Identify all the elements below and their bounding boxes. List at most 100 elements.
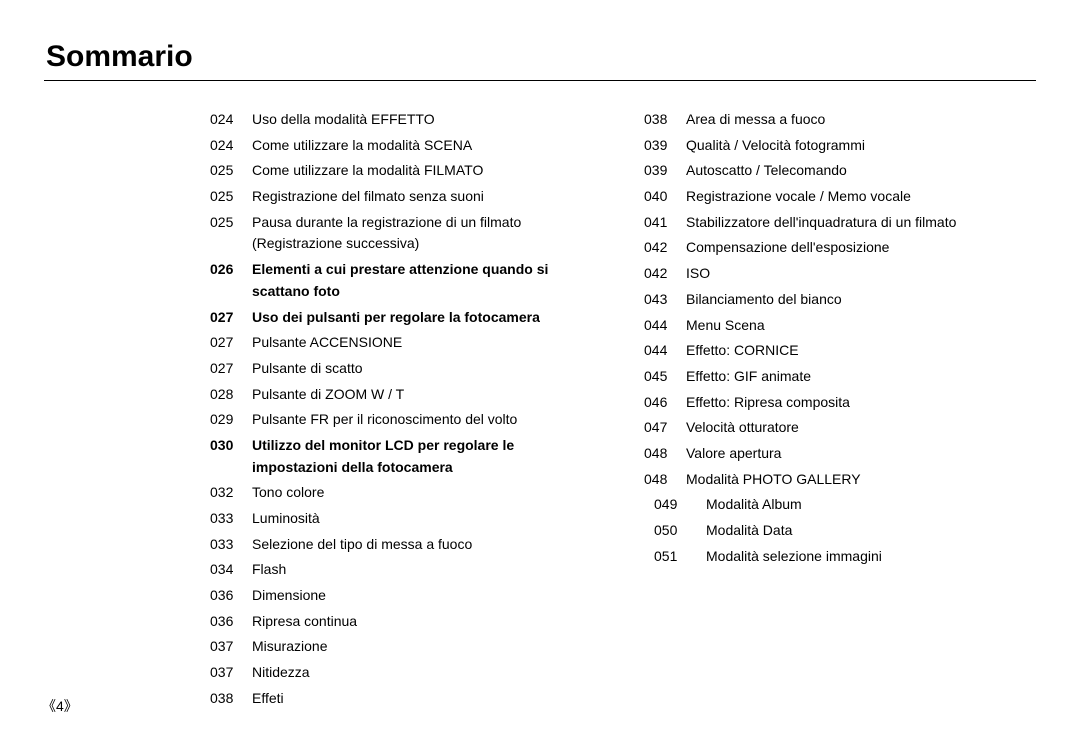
toc-entry: 048Valore apertura <box>644 443 1036 465</box>
toc-entry-text: Dimensione <box>252 585 602 607</box>
toc-entry-text: Utilizzo del monitor LCD per regolare le… <box>252 435 602 478</box>
toc-entry: 033 Luminosità <box>210 508 602 530</box>
toc-entry-text: Come utilizzare la modalità SCENA <box>252 135 602 157</box>
toc-entry: 027 Pulsante di scatto <box>210 358 602 380</box>
toc-entry: 025 Come utilizzare la modalità FILMATO <box>210 160 602 182</box>
toc-page-number: 025 <box>210 160 238 182</box>
toc-page-number: 028 <box>210 384 238 406</box>
toc-entry-text: Valore apertura <box>686 443 1036 465</box>
toc-page-number: 027 <box>210 332 238 354</box>
toc-entry-text: Luminosità <box>252 508 602 530</box>
toc-entry: 026 Elementi a cui prestare attenzione qu… <box>210 259 602 302</box>
toc-entry-text: Area di messa a fuoco <box>686 109 1036 131</box>
toc-entry-text: Ripresa continua <box>252 611 602 633</box>
toc-entry: 030 Utilizzo del monitor LCD per regolare… <box>210 435 602 478</box>
toc-page-number: 024 <box>210 135 238 157</box>
toc-page-number: 043 <box>644 289 672 311</box>
toc-entry: 050 Modalità Data <box>644 520 1036 542</box>
toc-entry-text: ISO <box>686 263 1036 285</box>
toc-entry-text: Stabilizzatore dell'inquadratura di un f… <box>686 212 1036 234</box>
toc-page-number: 034 <box>210 559 238 581</box>
toc-page-number: 030 <box>210 435 238 478</box>
toc-entry: 042 Compensazione dell'esposizione <box>644 237 1036 259</box>
toc-entry: 034 Flash <box>210 559 602 581</box>
toc-entry: 039 Autoscatto / Telecomando <box>644 160 1036 182</box>
page: Sommario 024Uso della modalità EFFETTO02… <box>0 0 1080 746</box>
toc-entry-text: Qualità / Velocità fotogrammi <box>686 135 1036 157</box>
toc-page-number: 051 <box>644 546 692 568</box>
toc-page-number: 048 <box>644 469 672 491</box>
toc-page-number: 039 <box>644 135 672 157</box>
toc-entry-text: Elementi a cui prestare attenzione quand… <box>252 259 602 302</box>
toc-entry: 039 Qualità / Velocità fotogrammi <box>644 135 1036 157</box>
toc-page-number: 047 <box>644 417 672 439</box>
toc-entry: 041 Stabilizzatore dell'inquadratura di u… <box>644 212 1036 234</box>
toc-entry: 051 Modalità selezione immagini <box>644 546 1036 568</box>
toc-page-number: 025 <box>210 212 238 255</box>
toc-entry-text: Pulsante FR per il riconoscimento del vo… <box>252 409 602 431</box>
toc-entry-text: Pulsante ACCENSIONE <box>252 332 602 354</box>
toc-page-number: 037 <box>210 662 238 684</box>
toc-entry: 024 Come utilizzare la modalità SCENA <box>210 135 602 157</box>
toc-page-number: 029 <box>210 409 238 431</box>
toc-entry-text: Compensazione dell'esposizione <box>686 237 1036 259</box>
page-title: Sommario <box>46 40 1036 74</box>
toc-entry-text: Effetto: GIF animate <box>686 366 1036 388</box>
toc-page-number: 042 <box>644 263 672 285</box>
toc-entry: 044 Menu Scena <box>644 315 1036 337</box>
toc-entry: 046 Effetto: Ripresa composita <box>644 392 1036 414</box>
toc-page-number: 046 <box>644 392 672 414</box>
toc-entry: 027Uso dei pulsanti per regolare la foto… <box>210 307 602 329</box>
toc-page-number: 038 <box>210 688 238 710</box>
toc-entry: 038 Effeti <box>210 688 602 710</box>
toc-page-number: 039 <box>644 160 672 182</box>
toc-entry-text: Nitidezza <box>252 662 602 684</box>
toc-page-number: 027 <box>210 358 238 380</box>
toc-entry-text: Autoscatto / Telecomando <box>686 160 1036 182</box>
toc-entry: 037Misurazione <box>210 636 602 658</box>
toc-entry-text: Pulsante di scatto <box>252 358 602 380</box>
toc-entry-text: Tono colore <box>252 482 602 504</box>
toc-entry-text: Come utilizzare la modalità FILMATO <box>252 160 602 182</box>
toc-entry-text: Effetto: Ripresa composita <box>686 392 1036 414</box>
toc-page-number: 024 <box>210 109 238 131</box>
toc-entry-text: Modalità selezione immagini <box>706 546 1036 568</box>
toc-entry-text: Pausa durante la registrazione di un fil… <box>252 212 602 255</box>
toc-entry-text: Modalità Data <box>706 520 1036 542</box>
toc-columns: 024Uso della modalità EFFETTO024Come uti… <box>44 109 1036 714</box>
toc-entry-text: Effetto: CORNICE <box>686 340 1036 362</box>
toc-page-number: 032 <box>210 482 238 504</box>
toc-entry-text: Pulsante di ZOOM W / T <box>252 384 602 406</box>
toc-page-number: 036 <box>210 611 238 633</box>
toc-page-number: 038 <box>644 109 672 131</box>
toc-page-number: 045 <box>644 366 672 388</box>
toc-page-number: 037 <box>210 636 238 658</box>
toc-column-left: 024Uso della modalità EFFETTO024Come uti… <box>44 109 602 714</box>
toc-entry: 037 Nitidezza <box>210 662 602 684</box>
toc-page-number: 044 <box>644 315 672 337</box>
toc-page-number: 041 <box>644 212 672 234</box>
toc-page-number: 040 <box>644 186 672 208</box>
toc-entry-text: Selezione del tipo di messa a fuoco <box>252 534 602 556</box>
toc-entry: 038 Area di messa a fuoco <box>644 109 1036 131</box>
toc-page-number: 042 <box>644 237 672 259</box>
toc-entry-text: Uso dei pulsanti per regolare la fotocam… <box>252 307 602 329</box>
toc-entry-text: Flash <box>252 559 602 581</box>
toc-entry-text: Modalità PHOTO GALLERY <box>686 469 1036 491</box>
toc-entry-text: Effeti <box>252 688 602 710</box>
toc-page-number: 033 <box>210 508 238 530</box>
toc-entry: 029 Pulsante FR per il riconoscimento del… <box>210 409 602 431</box>
toc-entry: 044Effetto: CORNICE <box>644 340 1036 362</box>
toc-entry: 027 Pulsante ACCENSIONE <box>210 332 602 354</box>
toc-page-number: 033 <box>210 534 238 556</box>
toc-entry: 047 Velocità otturatore <box>644 417 1036 439</box>
toc-page-number: 026 <box>210 259 238 302</box>
toc-entry: 025Registrazione del filmato senza suoni <box>210 186 602 208</box>
toc-entry: 024Uso della modalità EFFETTO <box>210 109 602 131</box>
toc-entry: 036 Ripresa continua <box>210 611 602 633</box>
toc-entry-text: Velocità otturatore <box>686 417 1036 439</box>
toc-page-number: 050 <box>644 520 692 542</box>
toc-entry-text: Menu Scena <box>686 315 1036 337</box>
toc-entry: 048 Modalità PHOTO GALLERY <box>644 469 1036 491</box>
toc-column-right: 038 Area di messa a fuoco 039 Qualità / Vel… <box>644 109 1036 714</box>
